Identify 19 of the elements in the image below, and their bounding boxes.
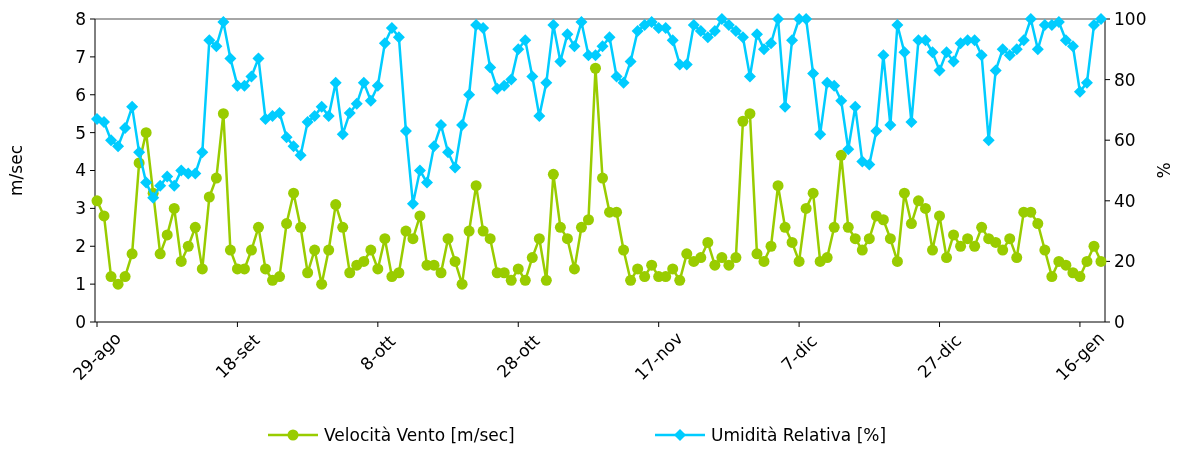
y-tick-label: 5: [75, 122, 86, 143]
y-tick-label: 8: [75, 8, 86, 29]
y-tick-label: 1: [75, 274, 86, 295]
y2-tick-label: 0: [1114, 311, 1125, 332]
y-tick-label: 4: [75, 160, 86, 181]
y2-tick-label: 20: [1114, 251, 1136, 272]
y-tick-label: 2: [75, 236, 86, 257]
legend-label: Velocità Vento [m/sec]: [324, 424, 515, 445]
y2-tick-label: 60: [1114, 130, 1136, 151]
y2-tick-label: 100: [1114, 8, 1147, 29]
y-axis-title: m/sec: [6, 145, 26, 196]
y-tick-label: 0: [75, 311, 86, 332]
y-tick-label: 3: [75, 198, 86, 219]
y2-tick-label: 80: [1114, 69, 1136, 90]
legend-label: Umidità Relativa [%]: [711, 424, 887, 445]
y-tick-label: 7: [75, 46, 86, 67]
y-tick-label: 6: [75, 84, 86, 105]
y2-axis-title: %: [1154, 162, 1174, 179]
y2-tick-label: 40: [1114, 190, 1136, 211]
